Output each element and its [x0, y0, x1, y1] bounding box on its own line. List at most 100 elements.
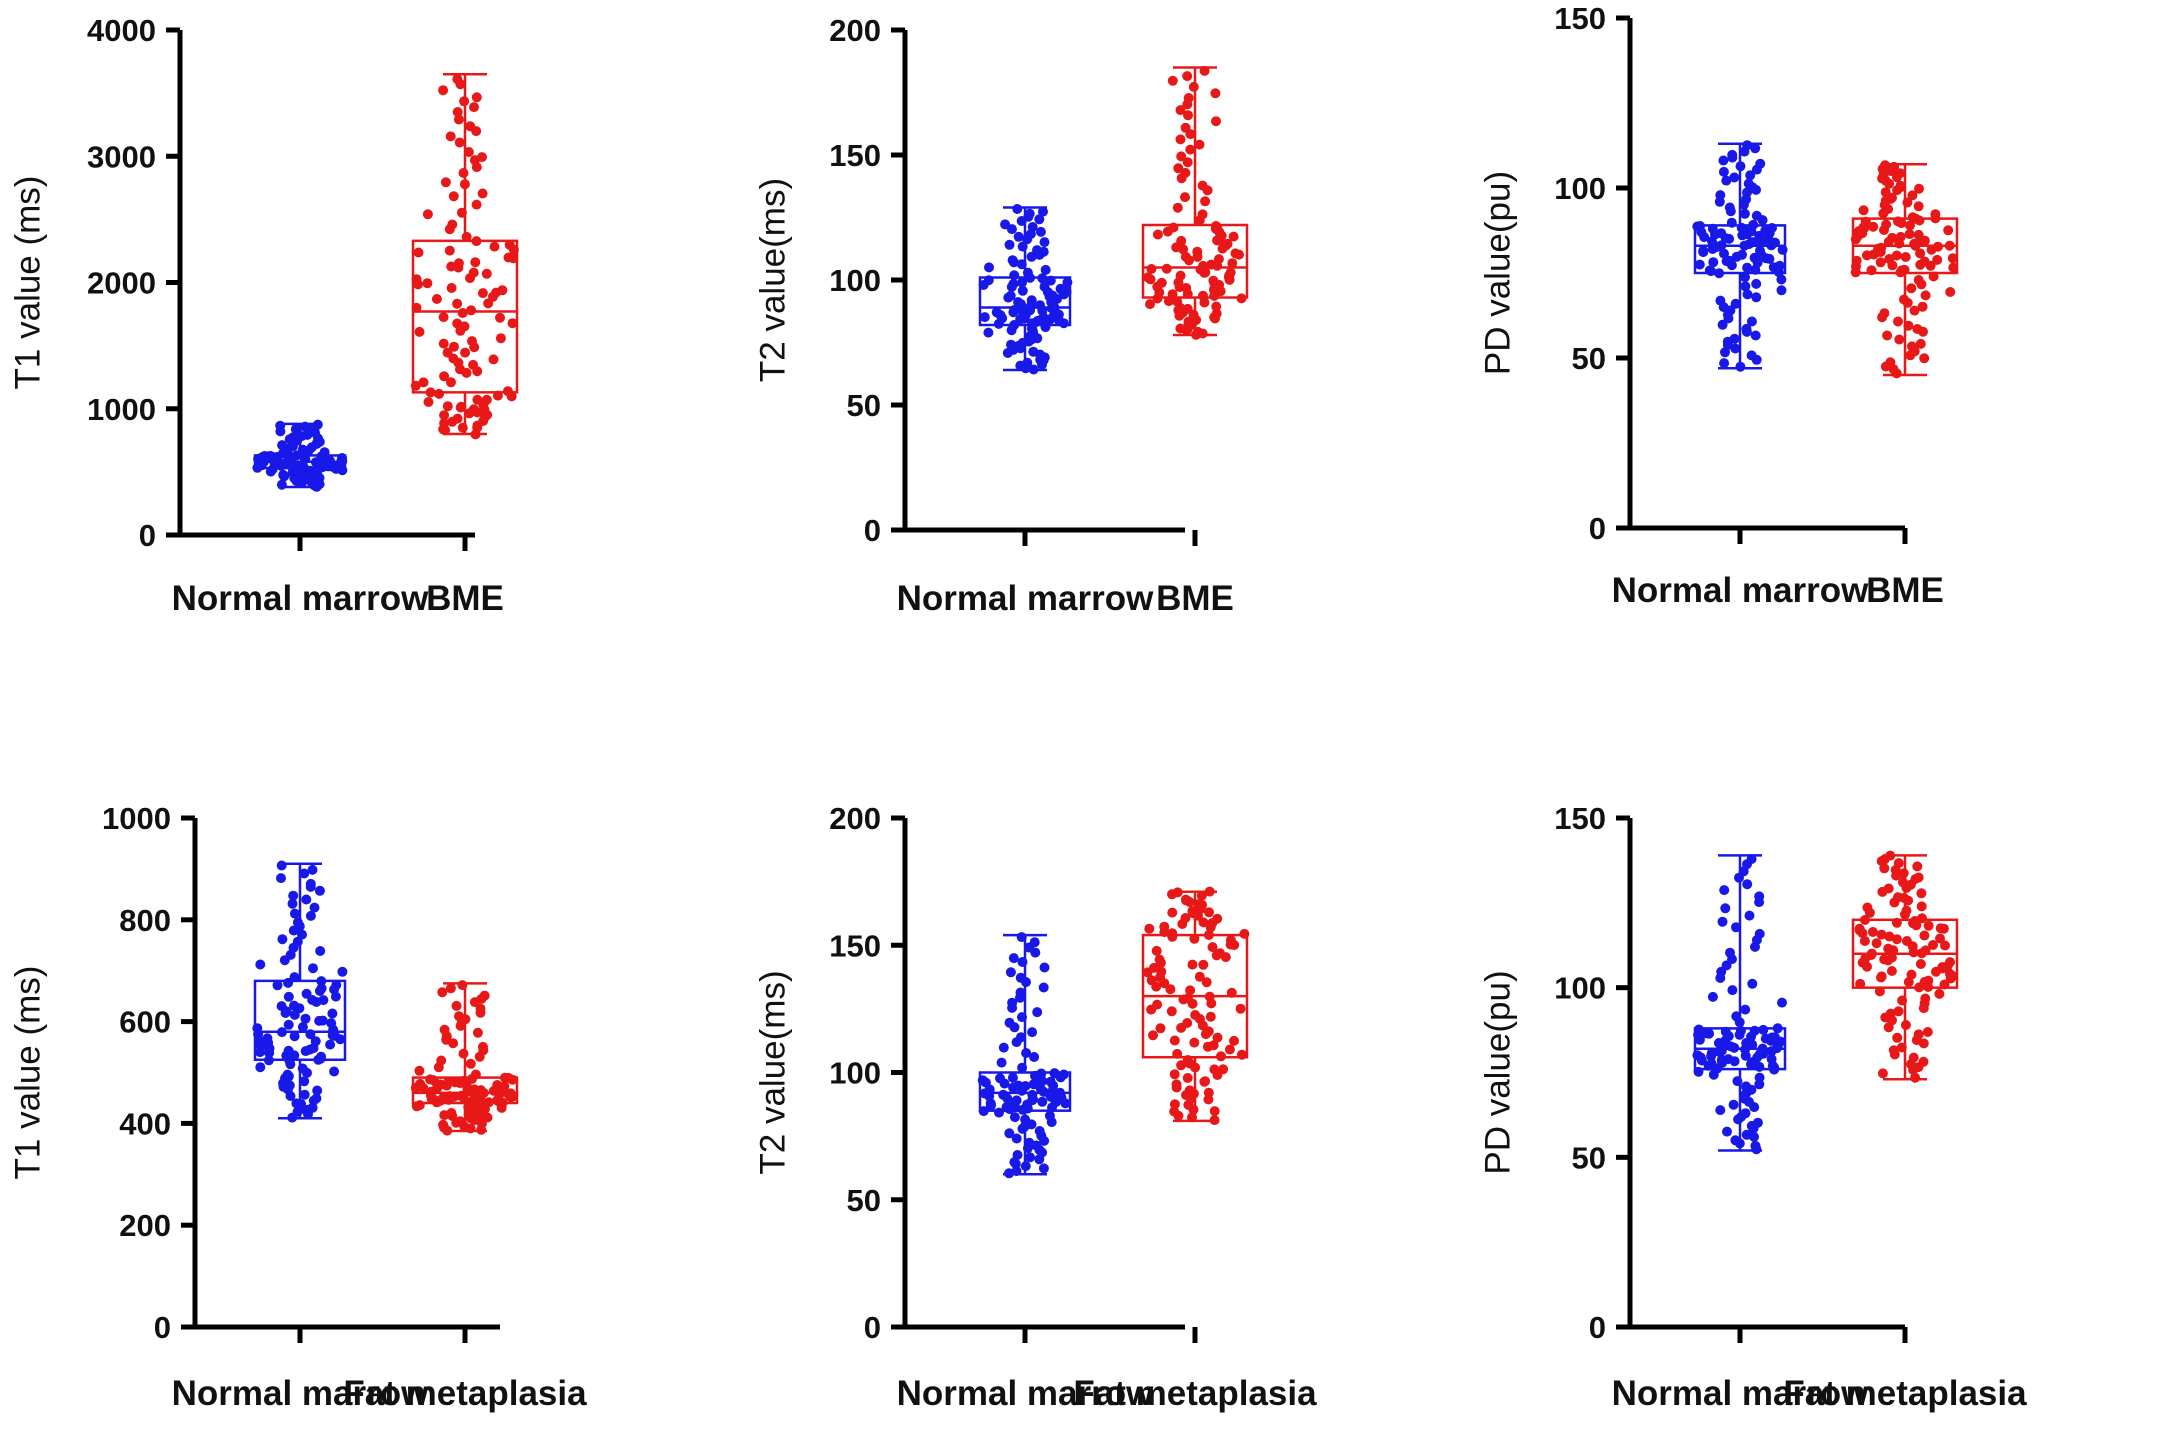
data-point	[979, 312, 990, 323]
data-point	[1006, 339, 1016, 350]
data-point	[1198, 959, 1209, 970]
data-point	[1915, 248, 1926, 259]
data-point	[1916, 888, 1927, 899]
data-point	[438, 85, 449, 96]
data-point	[1740, 1108, 1751, 1119]
data-point	[1197, 899, 1208, 910]
y-axis-title: T2 value(ms)	[753, 970, 792, 1174]
data-point	[337, 966, 348, 977]
data-point	[1727, 985, 1738, 996]
data-point	[275, 420, 286, 431]
y-tick-label: 200	[829, 13, 881, 48]
data-point	[317, 1015, 328, 1026]
data-point	[316, 983, 327, 994]
data-point	[1021, 1048, 1032, 1058]
data-point	[1227, 258, 1238, 269]
data-point	[414, 1065, 425, 1076]
data-point	[1774, 260, 1785, 271]
data-point	[300, 1013, 311, 1024]
data-point	[1940, 940, 1950, 951]
data-point	[449, 341, 459, 352]
data-point	[1871, 938, 1882, 949]
data-point	[1017, 1062, 1028, 1073]
data-points	[252, 860, 348, 1123]
data-point	[425, 1074, 436, 1085]
data-point	[448, 191, 459, 202]
data-point	[254, 1037, 265, 1047]
data-point	[1758, 1024, 1769, 1035]
data-point	[1155, 1023, 1166, 1034]
data-point	[1919, 930, 1930, 941]
data-point	[452, 107, 463, 117]
data-point	[453, 114, 464, 125]
iqr-box	[1141, 223, 1249, 299]
data-point	[1720, 903, 1731, 914]
data-point	[1892, 1032, 1903, 1043]
data-point	[1721, 175, 1732, 186]
data-point	[1004, 239, 1015, 250]
data-point	[1893, 892, 1903, 903]
data-point	[299, 1076, 310, 1087]
data-point	[1754, 928, 1765, 939]
data-point	[289, 1031, 300, 1042]
data-point	[1717, 319, 1728, 330]
data-point	[439, 1024, 450, 1035]
data-point	[1876, 929, 1887, 940]
data-point	[1203, 1087, 1214, 1098]
series-normal-marrow	[252, 419, 348, 492]
data-point	[439, 410, 450, 421]
data-points	[1142, 886, 1250, 1126]
data-point	[442, 401, 453, 412]
data-point	[1017, 1012, 1027, 1023]
data-point	[1913, 201, 1924, 212]
data-point	[468, 267, 479, 278]
data-point	[1920, 290, 1931, 301]
data-point	[1777, 997, 1787, 1008]
data-point	[1752, 1117, 1763, 1128]
data-point	[467, 336, 477, 347]
data-point	[1894, 334, 1905, 345]
data-point	[1024, 208, 1035, 219]
data-point	[481, 394, 492, 405]
data-point	[1148, 1030, 1158, 1041]
y-tick-label: 0	[864, 1310, 881, 1345]
y-axis-title: T2 value(ms)	[753, 178, 792, 382]
data-point	[1169, 1106, 1180, 1117]
data-point	[1888, 1045, 1899, 1056]
series-bme	[410, 72, 519, 440]
data-point	[1731, 922, 1741, 933]
data-point	[438, 1119, 449, 1130]
data-point	[1013, 231, 1024, 242]
data-point	[1167, 75, 1178, 86]
data-point	[1058, 1069, 1069, 1080]
series-fat-metaplasia	[410, 980, 519, 1136]
data-point	[1218, 1064, 1229, 1075]
data-point	[444, 245, 455, 256]
y-tick-label: 600	[119, 1005, 171, 1040]
data-point	[1198, 290, 1208, 301]
data-point	[1009, 270, 1020, 281]
data-point	[1037, 1096, 1048, 1107]
data-point	[1719, 358, 1730, 369]
data-point	[1907, 212, 1918, 223]
data-point	[1913, 275, 1924, 285]
data-point	[1746, 350, 1757, 361]
data-point	[436, 1055, 447, 1066]
data-point	[438, 312, 449, 323]
data-point	[1229, 1035, 1239, 1046]
data-point	[1198, 917, 1209, 928]
data-point	[1729, 333, 1740, 344]
data-point	[1900, 1020, 1911, 1030]
data-point	[1719, 248, 1729, 259]
data-point	[1906, 283, 1917, 294]
data-point	[1152, 229, 1163, 240]
data-point	[1005, 967, 1016, 978]
data-point	[454, 1011, 464, 1022]
data-point	[1766, 1054, 1777, 1064]
data-point	[308, 963, 318, 974]
data-point	[1187, 959, 1198, 970]
data-point	[472, 1027, 483, 1038]
data-point	[1199, 65, 1210, 76]
data-point	[460, 347, 471, 358]
data-point	[1017, 285, 1028, 296]
